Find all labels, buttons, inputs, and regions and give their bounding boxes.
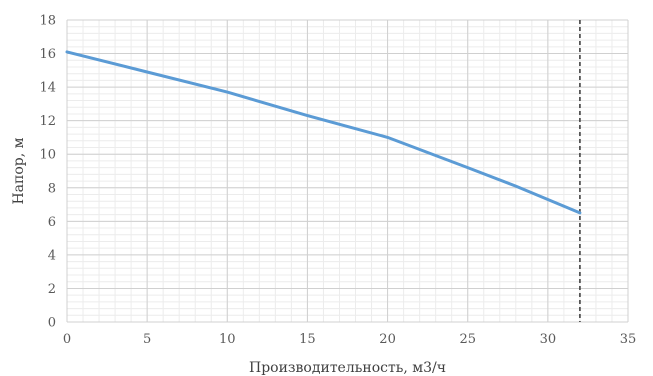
x-tick-label: 35 <box>620 332 637 347</box>
y-tick-label: 12 <box>39 114 56 129</box>
y-tick-label: 4 <box>48 248 56 263</box>
major-grid <box>66 19 629 323</box>
y-tick-label: 0 <box>48 316 56 331</box>
y-axis-title: Напор, м <box>11 137 27 204</box>
y-tick-label: 6 <box>48 215 56 230</box>
y-tick-label: 14 <box>39 81 56 96</box>
minor-grid <box>66 19 629 323</box>
y-tick-label: 16 <box>39 47 56 62</box>
y-tick-labels: 0 2 4 6 8 10 12 14 16 18 <box>39 14 56 331</box>
y-tick-label: 8 <box>48 181 56 196</box>
x-tick-labels: 0 5 10 15 20 25 30 35 <box>63 332 636 347</box>
x-axis-title: Производительность, м3/ч <box>249 360 446 376</box>
x-tick-label: 0 <box>63 332 71 347</box>
y-tick-label: 2 <box>48 282 56 297</box>
x-tick-label: 30 <box>540 332 557 347</box>
series-group <box>65 50 582 215</box>
x-tick-label: 10 <box>219 332 236 347</box>
series-line <box>65 50 582 215</box>
x-tick-label: 20 <box>379 332 396 347</box>
x-tick-label: 25 <box>459 332 476 347</box>
y-tick-label: 18 <box>39 14 56 29</box>
x-tick-label: 5 <box>143 332 151 347</box>
y-tick-label: 10 <box>39 148 56 163</box>
x-tick-label: 15 <box>299 332 316 347</box>
